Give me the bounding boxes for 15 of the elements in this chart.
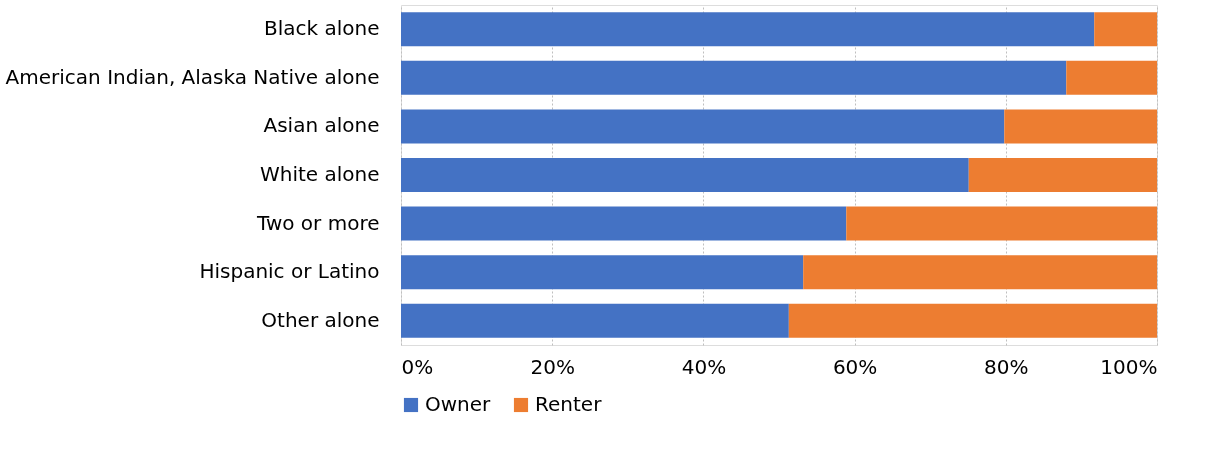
y-tick-label: Black alone xyxy=(264,16,380,41)
legend-label: Owner xyxy=(425,392,492,416)
y-tick-label: Other alone xyxy=(261,307,380,332)
y-tick-label: American Indian, Alaska Native alone xyxy=(5,64,380,89)
x-tick-label: 100% xyxy=(1100,354,1158,379)
y-tick-label: Hispanic or Latino xyxy=(199,259,380,284)
y-tick-label: Asian alone xyxy=(263,113,380,138)
legend-label: Renter xyxy=(535,392,603,416)
x-tick-label: 80% xyxy=(984,354,1029,379)
x-tick-label: 40% xyxy=(681,354,727,379)
y-tick-label: Two or more xyxy=(256,210,380,235)
x-tick-label: 20% xyxy=(530,354,575,379)
x-tick-label: 0% xyxy=(401,354,434,379)
x-tick-label: 60% xyxy=(832,354,878,379)
y-tick-label: White alone xyxy=(259,162,380,186)
